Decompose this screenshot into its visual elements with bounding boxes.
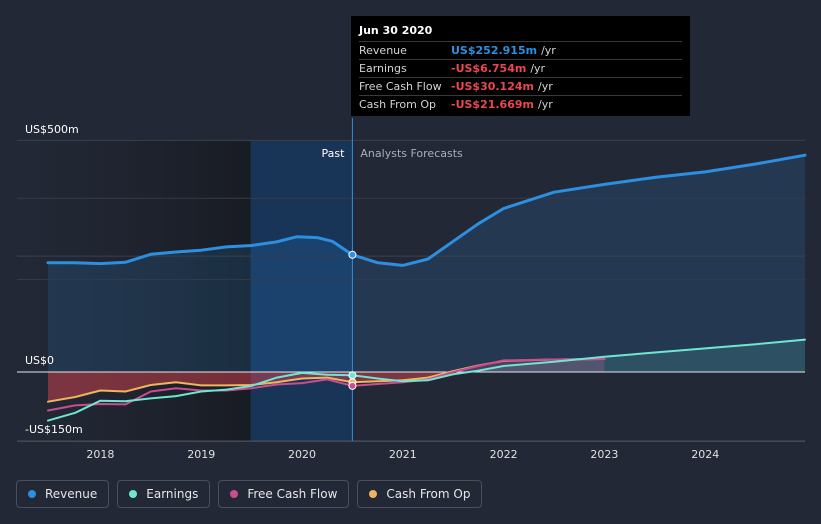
x-tick-label: 2021 — [389, 448, 417, 461]
legend-dot-icon — [369, 490, 378, 498]
free-cash-flow-marker — [348, 381, 357, 390]
legend-dot-icon — [28, 490, 36, 498]
tooltip: Jun 30 2020 Revenue US$252.915m /yr Earn… — [351, 16, 690, 116]
legend-label: Cash From Op — [386, 487, 471, 501]
tooltip-unit: /yr — [530, 62, 546, 75]
y-tick-label: -US$150m — [25, 423, 83, 436]
tooltip-label: Cash From Op — [359, 98, 437, 111]
tooltip-label: Earnings — [359, 62, 407, 75]
x-tick-label: 2022 — [490, 448, 518, 461]
tooltip-value: -US$30.124m — [451, 80, 534, 93]
tooltip-row-free-cash-flow: Free Cash Flow -US$30.124m /yr — [359, 77, 682, 95]
tooltip-date: Jun 30 2020 — [359, 24, 433, 37]
legend-label: Revenue — [45, 487, 98, 501]
y-tick-label: US$0 — [25, 354, 54, 367]
past-label: Past — [321, 147, 345, 160]
tooltip-value: -US$21.669m — [451, 98, 534, 111]
tooltip-unit: /yr — [537, 80, 553, 93]
tooltip-value: US$252.915m — [451, 44, 538, 57]
tooltip-unit: /yr — [541, 44, 556, 57]
tooltip-value: -US$6.754m — [451, 62, 527, 75]
legend-label: Earnings — [146, 487, 199, 501]
tooltip-row-earnings: Earnings -US$6.754m /yr — [359, 59, 682, 77]
x-tick-label: 2023 — [590, 448, 618, 461]
legend-dot-icon — [129, 490, 138, 498]
tooltip-unit: /yr — [537, 98, 553, 111]
tooltip-row-cash-from-op: Cash From Op -US$21.669m /yr — [359, 95, 682, 113]
y-tick-label: US$500m — [25, 123, 79, 136]
x-tick-label: 2018 — [86, 448, 114, 461]
legend-item-free-cash-flow[interactable]: Free Cash Flow — [218, 480, 350, 508]
tooltip-row-revenue: Revenue US$252.915m /yr — [359, 41, 682, 59]
legend: Revenue Earnings Free Cash Flow Cash Fro… — [16, 480, 490, 508]
legend-dot-icon — [230, 490, 239, 498]
revenue-line — [46, 153, 807, 267]
highlight-band — [250, 141, 353, 441]
legend-label: Free Cash Flow — [247, 487, 338, 501]
legend-item-revenue[interactable]: Revenue — [16, 480, 110, 508]
tooltip-label: Free Cash Flow — [359, 80, 442, 93]
legend-item-cash-from-op[interactable]: Cash From Op — [357, 480, 483, 508]
x-tick-label: 2019 — [187, 448, 215, 461]
tooltip-label: Revenue — [359, 44, 407, 57]
x-tick-label: 2024 — [691, 448, 719, 461]
forecast-label: Analysts Forecasts — [360, 147, 463, 160]
legend-item-earnings[interactable]: Earnings — [117, 480, 211, 508]
revenue-marker — [348, 250, 357, 259]
earnings-marker — [348, 371, 357, 380]
x-tick-label: 2020 — [288, 448, 316, 461]
revenue-area — [48, 155, 806, 372]
